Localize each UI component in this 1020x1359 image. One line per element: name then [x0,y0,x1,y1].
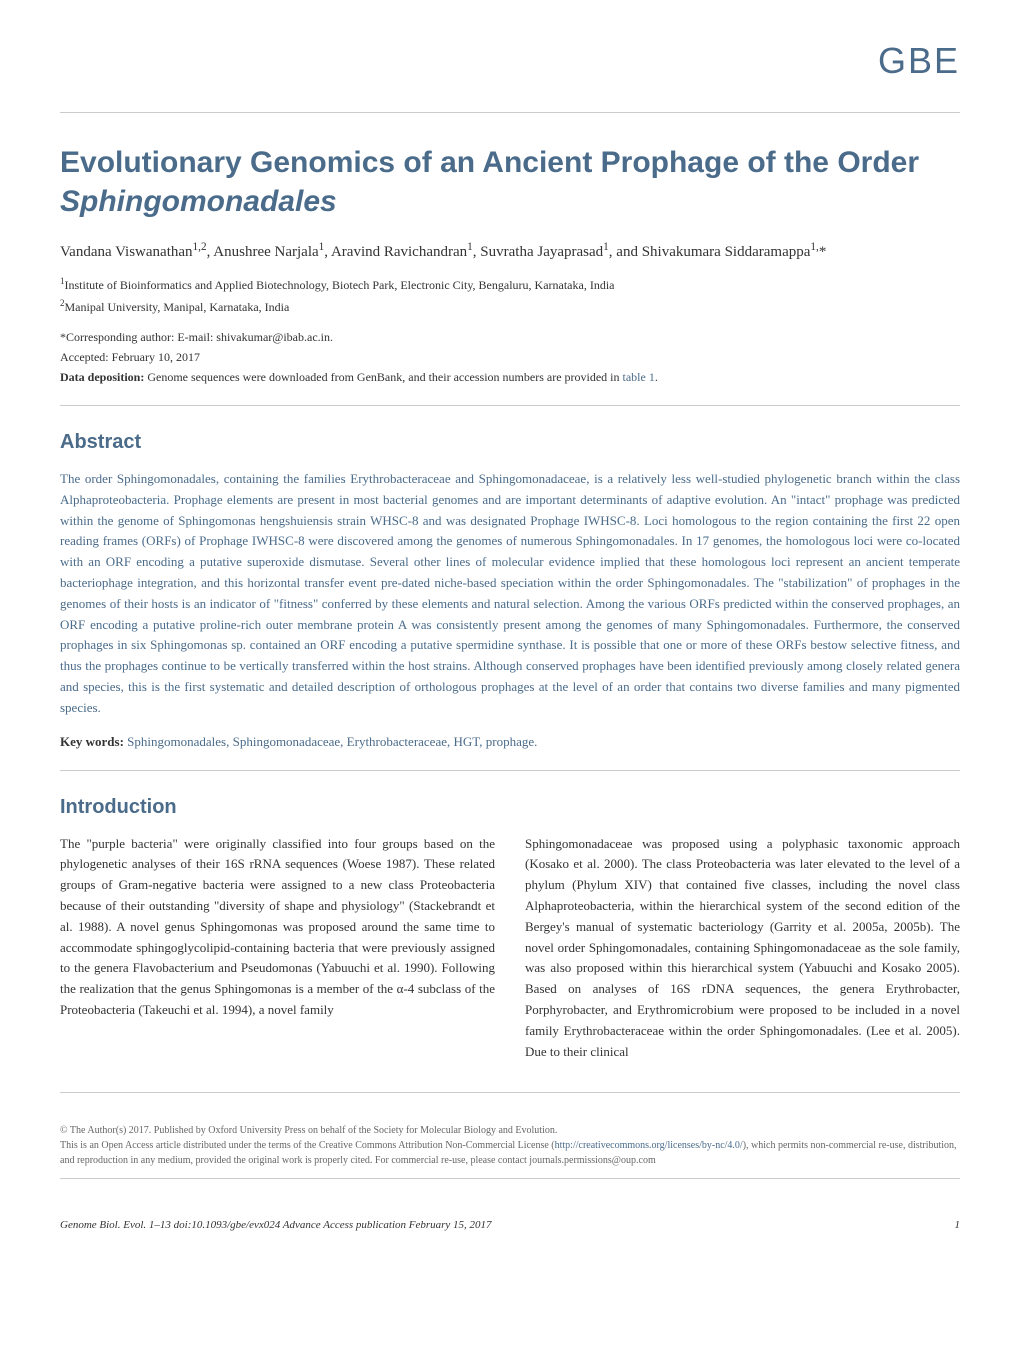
license-text: This is an Open Access article distribut… [60,1140,555,1151]
title-text-part1: Evolutionary Genomics of an Ancient Prop… [60,146,919,179]
license-text-container: This is an Open Access article distribut… [60,1138,960,1168]
author-5: , and Shivakumara Siddaramappa [609,244,811,260]
footer-license: © The Author(s) 2017. Published by Oxfor… [60,1123,960,1168]
bottom-bar: Genome Biol. Evol. 1–13 doi:10.1093/gbe/… [60,1209,960,1231]
body-columns: The "purple bacteria" were originally cl… [60,834,960,1063]
article-title: Evolutionary Genomics of an Ancient Prop… [60,143,960,221]
author-3: , Aravind Ravichandran [324,244,467,260]
column-left: The "purple bacteria" were originally cl… [60,834,495,1063]
author-1-sup: 1,2 [193,241,207,253]
affiliation-1-text: Institute of Bioinformatics and Applied … [65,278,615,292]
data-deposition-end: . [655,370,658,384]
affiliation-2: 2Manipal University, Manipal, Karnataka,… [60,298,960,315]
author-4: , Suvratha Jayaprasad [473,244,603,260]
author-asterisk: * [819,244,827,260]
citation-text: Genome Biol. Evol. 1–13 doi:10.1093/gbe/… [60,1219,492,1231]
data-deposition: Data deposition: Genome sequences were d… [60,370,960,385]
bottom-divider [60,1178,960,1179]
abstract-text: The order Sphingomonadales, containing t… [60,469,960,719]
title-text-italic: Sphingomonadales [60,185,337,218]
footer-divider [60,1092,960,1093]
copyright-text: © The Author(s) 2017. Published by Oxfor… [60,1123,960,1138]
column-right: Sphingomonadaceae was proposed using a p… [525,834,960,1063]
accepted-date: Accepted: February 10, 2017 [60,350,960,365]
author-2: , Anushree Narjala [207,244,319,260]
abstract-heading: Abstract [60,431,960,454]
license-url[interactable]: http://creativecommons.org/licenses/by-n… [555,1140,743,1151]
page-number: 1 [955,1219,961,1231]
journal-logo: GBE [60,40,960,82]
author-1: Vandana Viswanathan [60,244,193,260]
corresponding-author: *Corresponding author: E-mail: shivakuma… [60,330,960,345]
keywords-label: Key words: [60,734,124,749]
affiliation-2-text: Manipal University, Manipal, Karnataka, … [65,300,290,314]
keywords-text: Sphingomonadales, Sphingomonadaceae, Ery… [124,734,537,749]
introduction-heading: Introduction [60,796,960,819]
author-5-sup: 1, [810,241,818,253]
keywords: Key words: Sphingomonadales, Sphingomona… [60,734,960,750]
authors-list: Vandana Viswanathan1,2, Anushree Narjala… [60,241,960,261]
abstract-divider-top [60,405,960,406]
affiliation-1: 1Institute of Bioinformatics and Applied… [60,276,960,293]
data-deposition-text: Genome sequences were downloaded from Ge… [144,370,622,384]
data-deposition-link[interactable]: table 1 [623,370,655,384]
data-deposition-label: Data deposition: [60,370,144,384]
abstract-divider-bottom [60,770,960,771]
header-divider [60,112,960,113]
